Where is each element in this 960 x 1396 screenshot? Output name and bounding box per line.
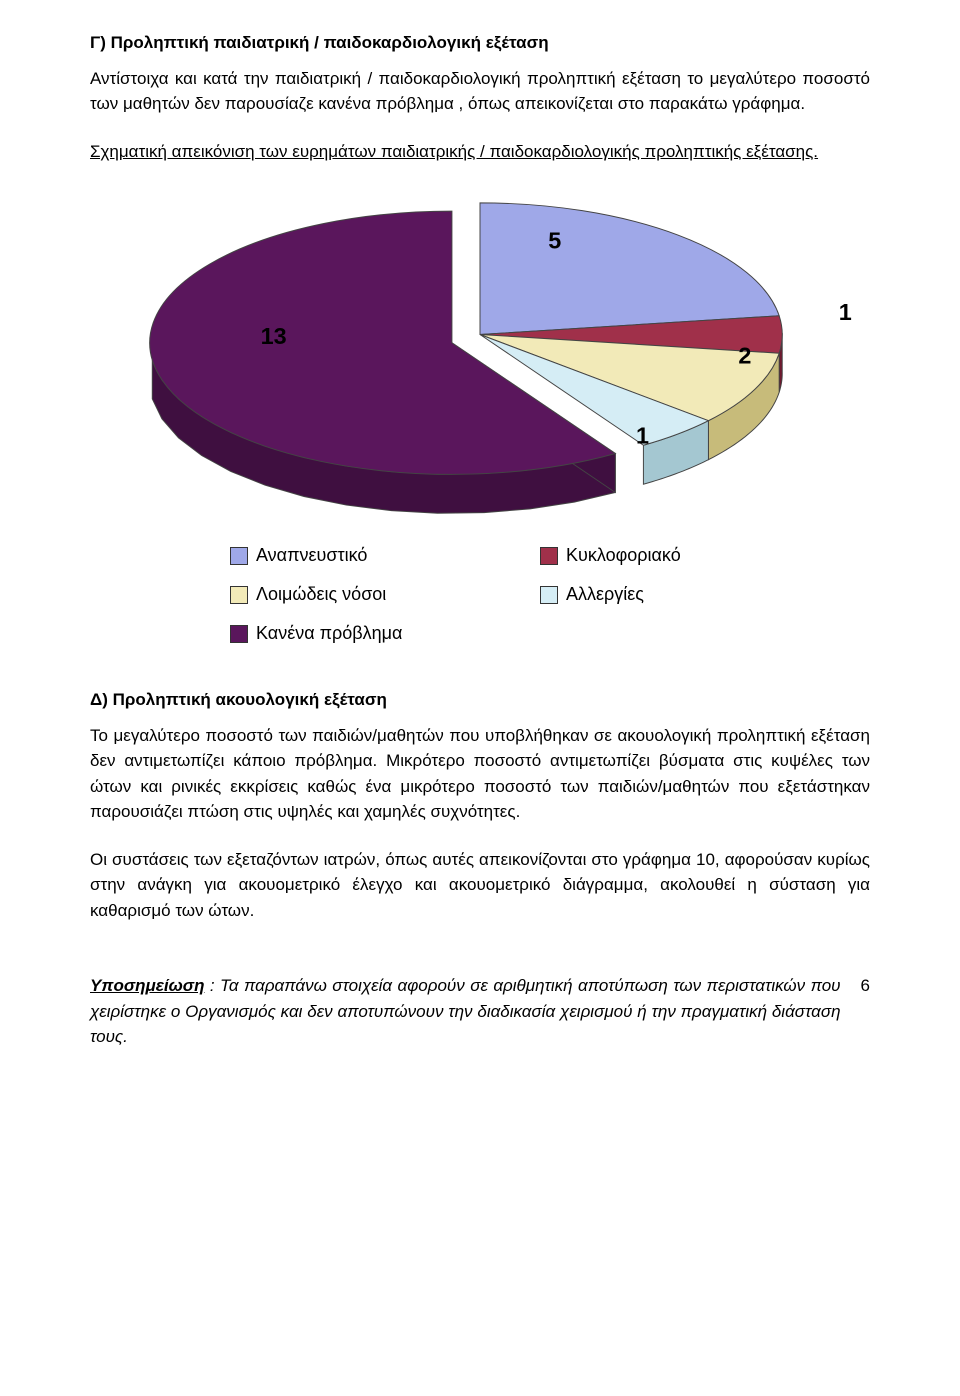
legend-swatch	[540, 586, 558, 604]
chart-caption: Σχηματική απεικόνιση των ευρημάτων παιδι…	[90, 139, 870, 165]
legend-swatch	[540, 547, 558, 565]
section-d-title: Δ) Προληπτική ακουολογική εξέταση	[90, 687, 870, 713]
legend-row: Αναπνευστικό Κυκλοφοριακό	[230, 542, 870, 569]
legend-item: Λοιμώδεις νόσοι	[230, 581, 450, 608]
legend-label: Κυκλοφοριακό	[566, 542, 681, 569]
pie-value-label: 1	[636, 423, 649, 449]
chart-caption-text: Σχηματική απεικόνιση των ευρημάτων παιδι…	[90, 142, 818, 161]
pie-value-label: 2	[738, 343, 751, 369]
legend-item: Αλλεργίες	[540, 581, 760, 608]
pie-value-label: 1	[839, 299, 852, 325]
pie-chart: 5 1 2 1 13	[90, 184, 870, 524]
page-number: 6	[861, 973, 870, 999]
legend-label: Αναπνευστικό	[256, 542, 367, 569]
chart-legend: Αναπνευστικό Κυκλοφοριακό Λοιμώδεις νόσοι Α…	[230, 542, 870, 647]
legend-swatch	[230, 547, 248, 565]
pie-slice	[480, 203, 779, 335]
footer-note: Υποσημείωση : Τα παραπάνω στοιχεία αφορο…	[90, 973, 870, 1050]
legend-label: Κανένα πρόβλημα	[256, 620, 402, 647]
legend-swatch	[230, 586, 248, 604]
legend-label: Λοιμώδεις νόσοι	[256, 581, 386, 608]
section-d-body2: Οι συστάσεις των εξεταζόντων ιατρών, όπω…	[90, 847, 870, 924]
legend-swatch	[230, 625, 248, 643]
legend-item: Αναπνευστικό	[230, 542, 450, 569]
legend-label: Αλλεργίες	[566, 581, 644, 608]
pie-chart-svg: 5 1 2 1 13	[90, 184, 870, 524]
pie-value-label: 13	[261, 323, 287, 349]
legend-item: Κυκλοφοριακό	[540, 542, 760, 569]
footer-note-text: Υποσημείωση : Τα παραπάνω στοιχεία αφορο…	[90, 973, 841, 1050]
pie-value-label: 5	[548, 228, 561, 254]
legend-row: Κανένα πρόβλημα	[230, 620, 870, 647]
section-d-body1: Το μεγαλύτερο ποσοστό των παιδιών/μαθητώ…	[90, 723, 870, 825]
legend-item: Κανένα πρόβλημα	[230, 620, 450, 647]
section-c-body: Αντίστοιχα και κατά την παιδιατρική / πα…	[90, 66, 870, 117]
legend-row: Λοιμώδεις νόσοι Αλλεργίες	[230, 581, 870, 608]
footer-note-label: Υποσημείωση	[90, 976, 204, 995]
section-c-title: Γ) Προληπτική παιδιατρική / παιδοκαρδιολ…	[90, 30, 870, 56]
